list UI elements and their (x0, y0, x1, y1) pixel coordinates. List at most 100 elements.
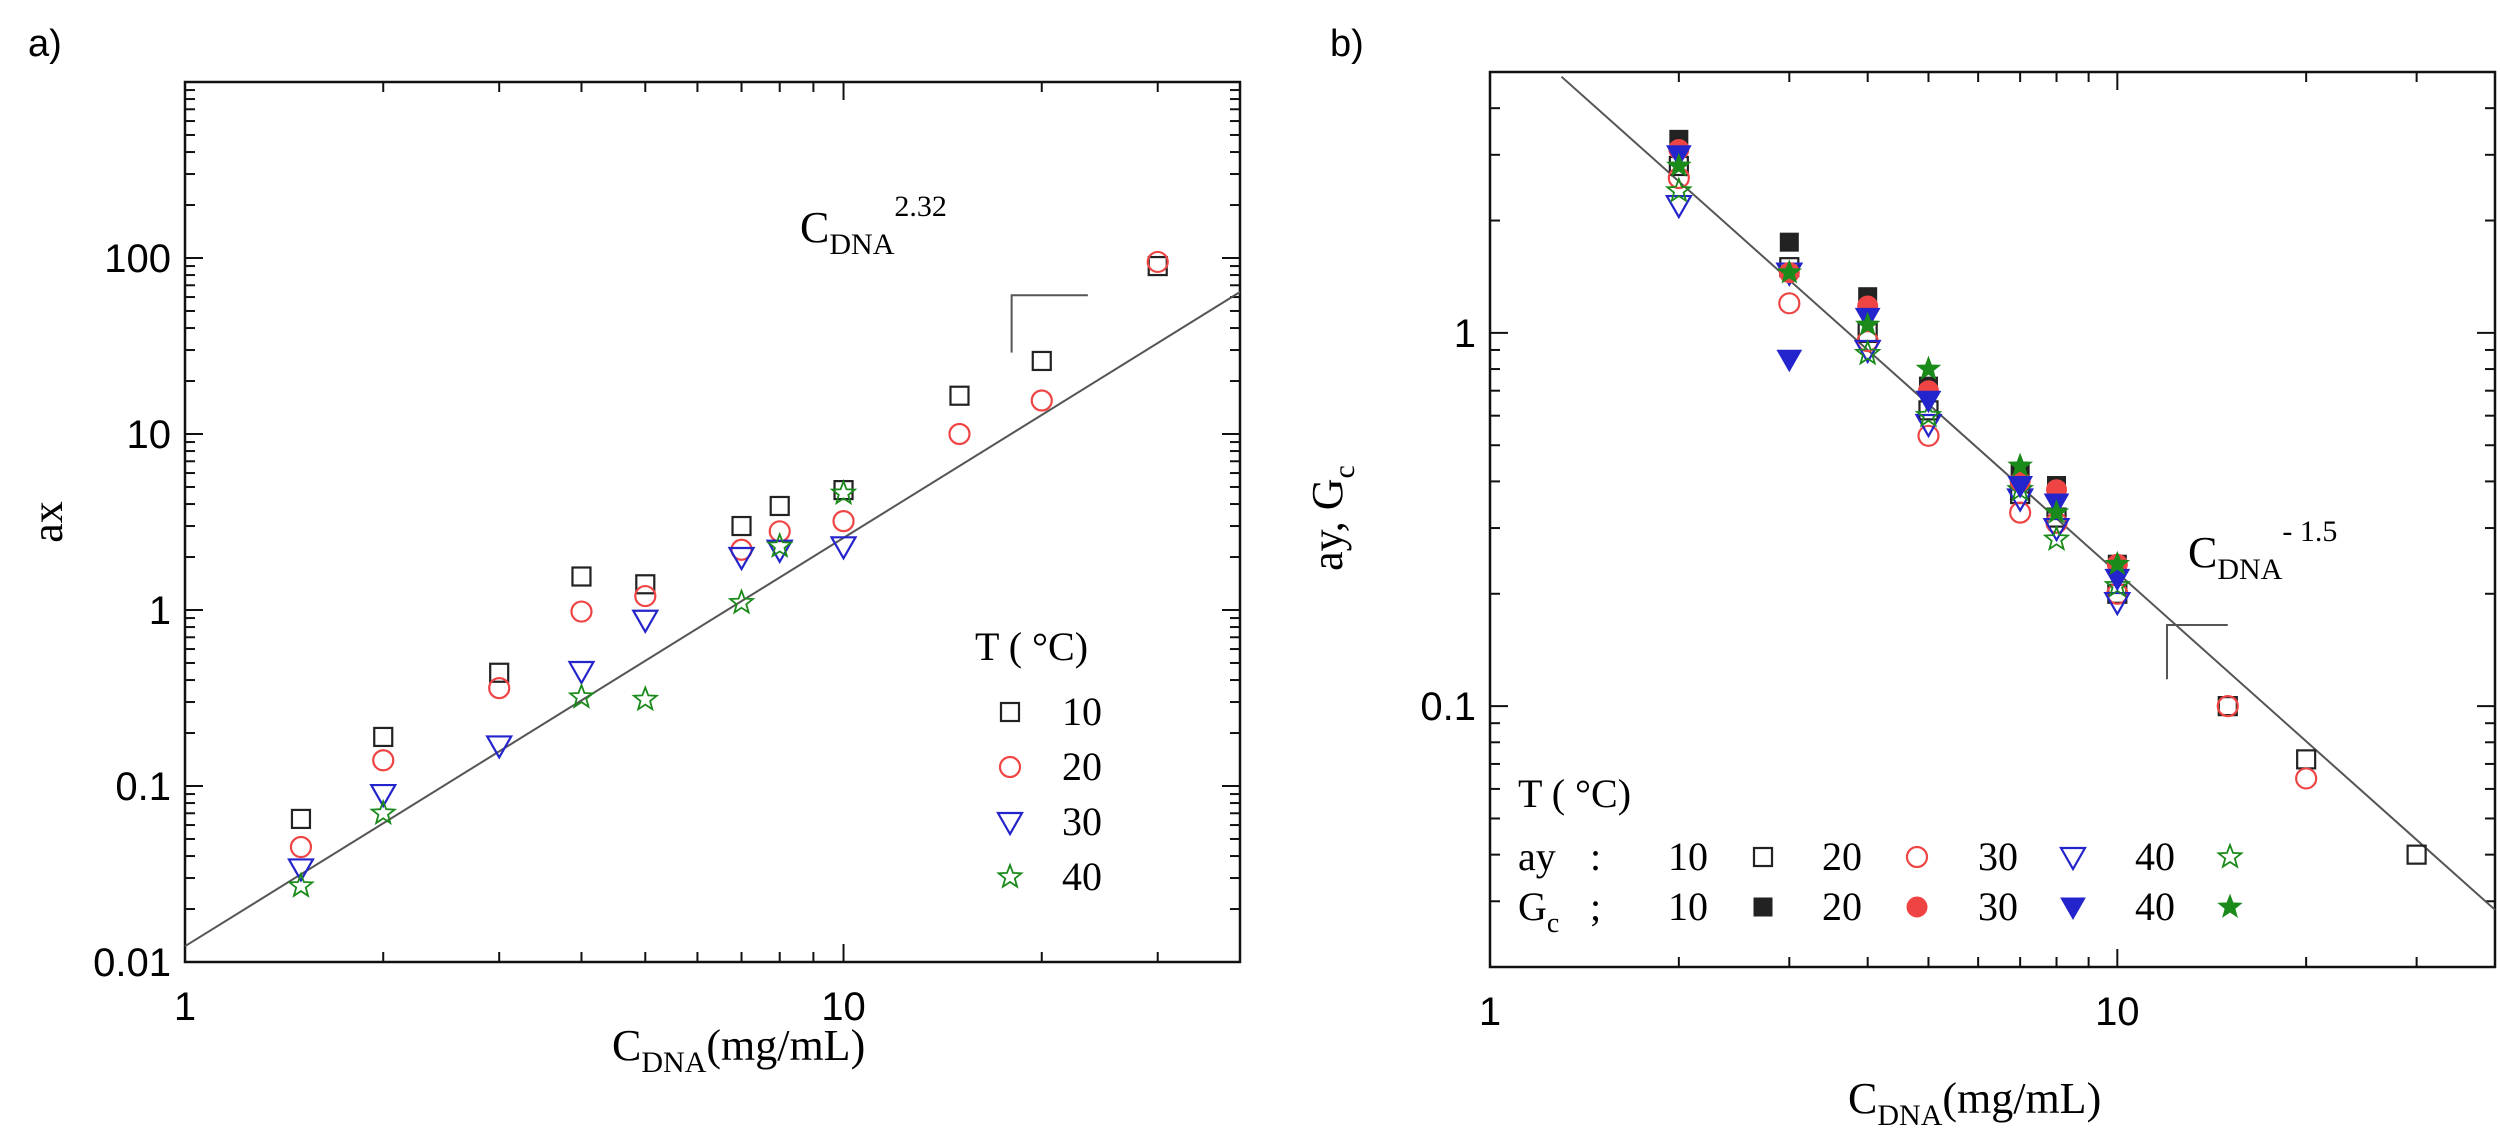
data-point-s20 (372, 749, 395, 772)
data-point-ay40 (1914, 401, 1943, 428)
data-point-s20 (1146, 250, 1169, 274)
legend-label-s40: 40 (1062, 854, 1102, 899)
panel-a-fit-annotation: CDNA2.32 (800, 190, 947, 261)
panel-b: b) 1 10 0.1 1 CDNA- 1.5 T ( °C) ay: 10 20 30 40… (1303, 23, 2497, 1132)
data-point-s10 (373, 726, 394, 748)
x-tick-label: 1 (1479, 990, 1501, 1034)
data-point-s10 (769, 495, 790, 517)
data-point-gc40 (2104, 550, 2131, 576)
data-point-s10 (571, 566, 592, 587)
data-point-ay30 (2042, 517, 2071, 543)
data-point-gc40 (1915, 355, 1942, 380)
data-point-gc40 (1854, 311, 1881, 336)
legend-label-s10: 10 (1062, 689, 1102, 734)
panel-a-points (287, 250, 1169, 898)
legend-row-separator: ; (1590, 884, 1601, 929)
data-point-gc40 (1776, 259, 1803, 284)
panel-a-tick-labels: 1 10 0.01 0.1 1 10 100 (93, 237, 866, 1029)
data-point-ay30 (1664, 194, 1693, 220)
data-point-s30 (727, 546, 756, 572)
legend-row-separator: : (1590, 834, 1601, 879)
panel-b-legend: T ( °C) ay: 10 20 30 40 Gc; 10 20 30 40 (1518, 771, 2244, 939)
data-point-ay20 (1778, 292, 1801, 315)
data-point-ay30 (2103, 591, 2132, 617)
legend-marker-ay10 (1752, 846, 1774, 868)
data-point-s30 (829, 536, 858, 561)
data-point-s10 (949, 385, 970, 406)
legend-value-gc20: 20 (1822, 884, 1862, 929)
slope-triangle (1010, 294, 1088, 353)
legend-label-s20: 20 (1062, 744, 1102, 789)
x-tick-label: 1 (174, 985, 196, 1029)
panel-a-x-axis-label: CDNA(mg/mL) (612, 1021, 865, 1079)
data-point-s40 (765, 531, 794, 559)
data-point-s10 (290, 808, 312, 830)
data-point-s20 (570, 600, 593, 623)
x-tick-label: 10 (821, 985, 866, 1029)
data-point-gc40 (2007, 452, 2033, 477)
data-point-ay10 (2296, 749, 2317, 770)
legend-marker-gc10 (1753, 897, 1773, 917)
legend-marker-ay30 (2059, 846, 2087, 872)
data-point-s20 (948, 422, 971, 446)
legend-marker-gc40 (2217, 893, 2243, 918)
y-tick-label: 0.1 (115, 765, 171, 809)
data-point-s40 (829, 478, 858, 506)
data-point-s10 (489, 662, 510, 683)
legend-row-label: ay (1518, 834, 1556, 879)
data-point-s20 (832, 509, 855, 533)
data-point-s20 (768, 520, 791, 543)
data-point-gc40 (2043, 499, 2070, 524)
legend-marker-s40 (996, 862, 1024, 889)
legend-value-ay40: 40 (2135, 834, 2175, 879)
data-point-s30 (369, 783, 398, 809)
data-point-s30 (485, 735, 514, 760)
legend-marker-gc20 (1906, 896, 1928, 918)
data-point-s30 (567, 660, 596, 686)
data-point-ay20 (2295, 767, 2318, 790)
legend-value-gc30: 30 (1978, 884, 2018, 929)
data-point-s20 (289, 835, 313, 859)
legend-marker-s30 (996, 811, 1024, 837)
data-point-s20 (1030, 389, 1053, 412)
legend-marker-gc30 (2060, 897, 2086, 921)
data-point-s40 (567, 682, 596, 709)
panel-b-label: b) (1330, 23, 1364, 65)
y-tick-label: 0.01 (93, 941, 171, 985)
panel-a-fit (184, 291, 1241, 948)
legend-value-gc40: 40 (2135, 884, 2175, 929)
data-point-ay10 (2406, 844, 2427, 865)
panel-b-fit-annotation: CDNA- 1.5 (2188, 515, 2337, 586)
data-point-s40 (287, 871, 315, 898)
panel-b-ticks (1489, 71, 2496, 968)
data-point-s10 (731, 515, 752, 537)
panel-b-plot-frame (1488, 70, 2497, 969)
data-point-ay40 (2042, 524, 2071, 551)
panel-b-x-axis-label: CDNA(mg/mL) (1848, 1074, 2101, 1132)
data-point-ay40 (1664, 176, 1693, 203)
panel-a-legend: T ( °C) 10 20 30 40 (975, 624, 1102, 899)
data-point-ay20 (2009, 501, 2032, 524)
y-tick-label: 100 (104, 237, 171, 281)
data-point-ay40 (1853, 339, 1882, 366)
data-point-s30 (631, 609, 660, 634)
data-point-ay20 (2216, 695, 2239, 718)
legend-row-label: Gc (1518, 884, 1559, 939)
legend-value-ay30: 30 (1978, 834, 2018, 879)
legend-marker-s20 (998, 755, 1022, 779)
data-point-s40 (369, 798, 398, 826)
data-point-gc30 (2007, 476, 2034, 499)
x-tick-label: 10 (2095, 990, 2140, 1034)
data-point-s30 (287, 858, 315, 883)
panel-b-legend-title: T ( °C) (1518, 771, 1631, 816)
panel-b-points (1664, 129, 2427, 865)
panel-b-tick-labels: 1 10 0.1 1 (1420, 312, 2139, 1034)
legend-value-gc10: 10 (1668, 884, 1708, 929)
data-point-gc30 (1915, 390, 1942, 414)
y-tick-label: 1 (1454, 312, 1476, 356)
legend-marker-s10 (999, 701, 1021, 723)
data-point-s20 (488, 676, 511, 700)
legend-value-ay10: 10 (1668, 834, 1708, 879)
panel-a-legend-title: T ( °C) (975, 624, 1088, 669)
